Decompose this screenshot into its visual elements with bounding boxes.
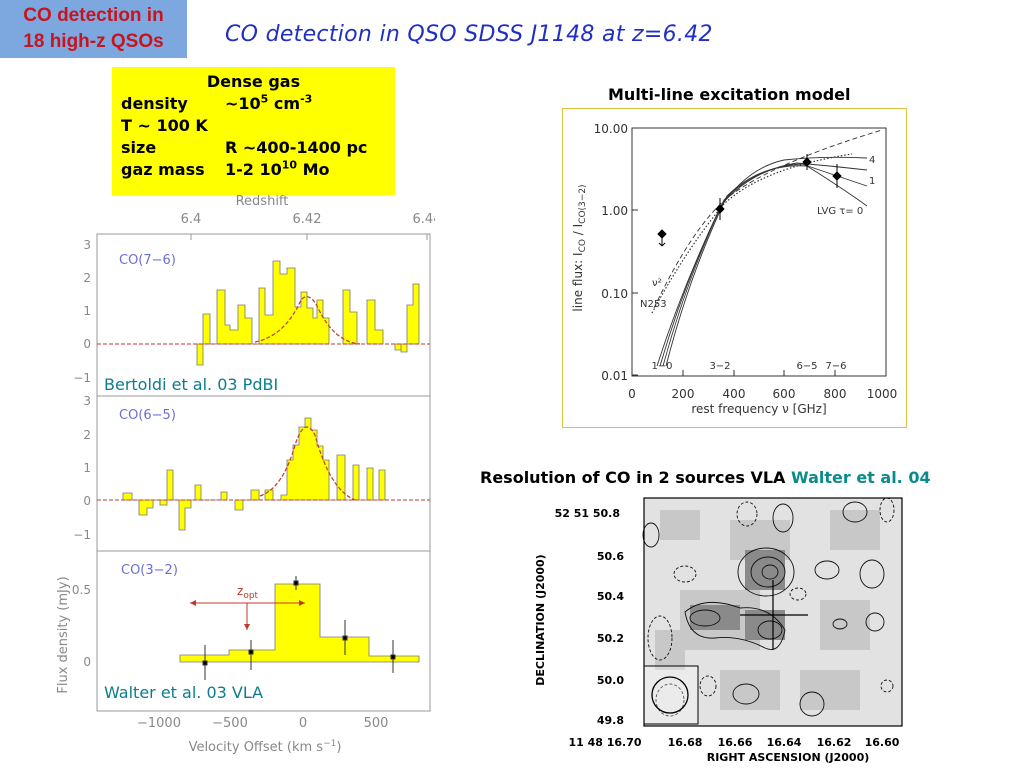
exc-ytick-1: 1.00 bbox=[601, 204, 628, 218]
co32-ytick-0: 0 bbox=[83, 655, 91, 669]
spectra-figure: Redshift 6.4 6.42 6.44 CO(7−6) 3 2 1 0 −… bbox=[56, 194, 435, 755]
topic-tag: CO detection in 18 high-z QSOs bbox=[0, 0, 187, 58]
exc-xtick-1000: 1000 bbox=[867, 387, 898, 401]
exc-ytick-001: 0.01 bbox=[601, 369, 628, 383]
excitation-figure: 10.00 1.00 0.10 0.01 0 200 400 600 800 1… bbox=[562, 108, 907, 428]
co76-spectrum-neg bbox=[196, 283, 420, 366]
exc-ytick-01: 0.10 bbox=[601, 287, 628, 301]
ra-tick-1662: 16.62 bbox=[817, 736, 852, 749]
ra-tick-1668: 16.68 bbox=[668, 736, 703, 749]
co76-ytick-3: 3 bbox=[83, 238, 91, 252]
density-row: density ~105 cm-3 bbox=[121, 94, 312, 114]
density-unit-exp: -3 bbox=[300, 92, 313, 106]
density-exp: 5 bbox=[260, 92, 269, 106]
resolution-text: Resolution of CO in 2 sources VLA bbox=[480, 468, 786, 487]
co32-label: CO(3−2) bbox=[121, 563, 178, 578]
vla-map-figure: 52 51 50.8 50.6 50.4 50.2 50.0 49.8 11 4… bbox=[534, 497, 903, 764]
ra-tick-1660: 16.60 bbox=[865, 736, 900, 749]
co76-spectrum bbox=[202, 260, 330, 345]
exc-line-65: 6−5 bbox=[796, 361, 817, 372]
gas-mass-exp: 10 bbox=[281, 158, 298, 172]
co32-ytick-05: 0.5 bbox=[72, 583, 91, 597]
dec-tick-502: 50.2 bbox=[597, 632, 624, 645]
redshift-tick-2: 6.42 bbox=[293, 212, 322, 227]
dense-gas-heading: Dense gas bbox=[206, 72, 301, 91]
redshift-tick-1: 6.4 bbox=[181, 212, 202, 227]
x-tick-m1000: −1000 bbox=[137, 716, 181, 731]
co65-ytick-m1: −1 bbox=[73, 528, 91, 542]
exc-ytick-10: 10.00 bbox=[594, 122, 628, 136]
dec-tick-500: 50.0 bbox=[597, 674, 624, 687]
co65-ytick-0: 0 bbox=[83, 494, 91, 508]
co65-spectrum bbox=[122, 417, 386, 531]
exc-xtick-200: 200 bbox=[672, 387, 695, 401]
citation-bertoldi: Bertoldi et al. 03 PdBI bbox=[104, 375, 279, 394]
gas-mass-value: 1-2 10 bbox=[225, 160, 282, 179]
exc-curve-1: 1 bbox=[869, 176, 875, 187]
exc-curve-nu2: ν² bbox=[652, 278, 662, 289]
gas-mass-row: gaz mass 1-2 1010 Mo bbox=[121, 160, 330, 180]
ra-tick-1664: 16.64 bbox=[767, 736, 802, 749]
co76-ytick-2: 2 bbox=[83, 271, 91, 285]
size-value: R ~400-1400 pc bbox=[225, 138, 368, 157]
slide-title: CO detection in QSO SDSS J1148 at z=6.42 bbox=[225, 22, 713, 47]
redshift-label: Redshift bbox=[236, 194, 289, 209]
exc-xtick-600: 600 bbox=[773, 387, 796, 401]
co76-label: CO(7−6) bbox=[119, 253, 176, 268]
temperature-row: T ~ 100 K bbox=[121, 116, 208, 135]
exc-xtick-800: 800 bbox=[824, 387, 847, 401]
resolution-caption: Resolution of CO in 2 sources VLA Walter… bbox=[480, 468, 931, 487]
flux-density-label: Flux density (mJy) bbox=[56, 576, 71, 693]
topic-tag-line1: CO detection in bbox=[23, 5, 164, 26]
zopt-label: zopt bbox=[237, 584, 259, 601]
co65-ytick-2: 2 bbox=[83, 428, 91, 442]
density-value: ~10 bbox=[225, 94, 261, 113]
panel-co65: CO(6−5) 3 2 1 0 −1 bbox=[73, 394, 430, 542]
size-row: size R ~400-1400 pc bbox=[121, 138, 367, 158]
x-tick-500: 500 bbox=[364, 716, 389, 731]
dec-axis-label: DECLINATION (J2000) bbox=[534, 554, 547, 685]
ra-tick-1666: 16.66 bbox=[718, 736, 753, 749]
exc-line-32: 3−2 bbox=[709, 361, 730, 372]
topic-tag-line2: 18 high-z QSOs bbox=[23, 31, 164, 52]
co76-ytick-1: 1 bbox=[83, 304, 91, 318]
exc-line-76: 7−6 bbox=[825, 361, 846, 372]
exc-curve-n253: N253 bbox=[640, 299, 667, 310]
panel-co32: zopt CO(3−2) 0.5 0 bbox=[72, 563, 420, 680]
x-tick-m500: −500 bbox=[212, 716, 248, 731]
gas-mass-label: gaz mass bbox=[121, 160, 205, 179]
size-label: size bbox=[121, 138, 157, 157]
x-tick-0: 0 bbox=[299, 716, 307, 731]
exc-curve-4: 4 bbox=[869, 155, 875, 166]
dec-tick-506: 50.6 bbox=[597, 550, 624, 563]
co76-ytick-m1: −1 bbox=[73, 371, 91, 385]
co32-spectrum bbox=[179, 583, 420, 663]
dense-gas-box: Dense gas density ~105 cm-3 T ~ 100 K siz… bbox=[112, 67, 395, 195]
velocity-label: Velocity Offset (km s−1) bbox=[189, 739, 342, 755]
ra-tick-1670: 11 48 16.70 bbox=[568, 736, 641, 749]
co76-ytick-0: 0 bbox=[83, 337, 91, 351]
co65-label: CO(6−5) bbox=[119, 408, 176, 423]
exc-line-10: 1−0 bbox=[651, 361, 672, 372]
ra-axis-label: RIGHT ASCENSION (J2000) bbox=[707, 751, 870, 764]
dec-tick-508: 52 51 50.8 bbox=[555, 507, 620, 520]
density-unit: cm bbox=[268, 94, 301, 113]
dec-tick-504: 50.4 bbox=[597, 590, 624, 603]
density-label: density bbox=[121, 94, 188, 113]
co65-ytick-3: 3 bbox=[83, 394, 91, 408]
co65-ytick-1: 1 bbox=[83, 461, 91, 475]
gas-mass-unit: Mo bbox=[297, 160, 330, 179]
exc-curve-lvg: LVG τ= 0 bbox=[817, 206, 863, 217]
exc-xlabel: rest frequency ν [GHz] bbox=[691, 402, 826, 416]
exc-xtick-0: 0 bbox=[628, 387, 636, 401]
panel-co76: CO(7−6) 3 2 1 0 −1 bbox=[73, 238, 430, 385]
redshift-tick-3: 6.44 bbox=[413, 212, 435, 227]
resolution-citation: Walter et al. 04 bbox=[791, 468, 931, 487]
exc-ylabel: line flux: ICO / ICO(3−2) bbox=[571, 184, 588, 311]
excitation-model-label: Multi-line excitation model bbox=[608, 85, 851, 104]
citation-walter-03: Walter et al. 03 VLA bbox=[104, 683, 264, 702]
exc-xtick-400: 400 bbox=[723, 387, 746, 401]
dec-tick-498: 49.8 bbox=[597, 714, 624, 727]
